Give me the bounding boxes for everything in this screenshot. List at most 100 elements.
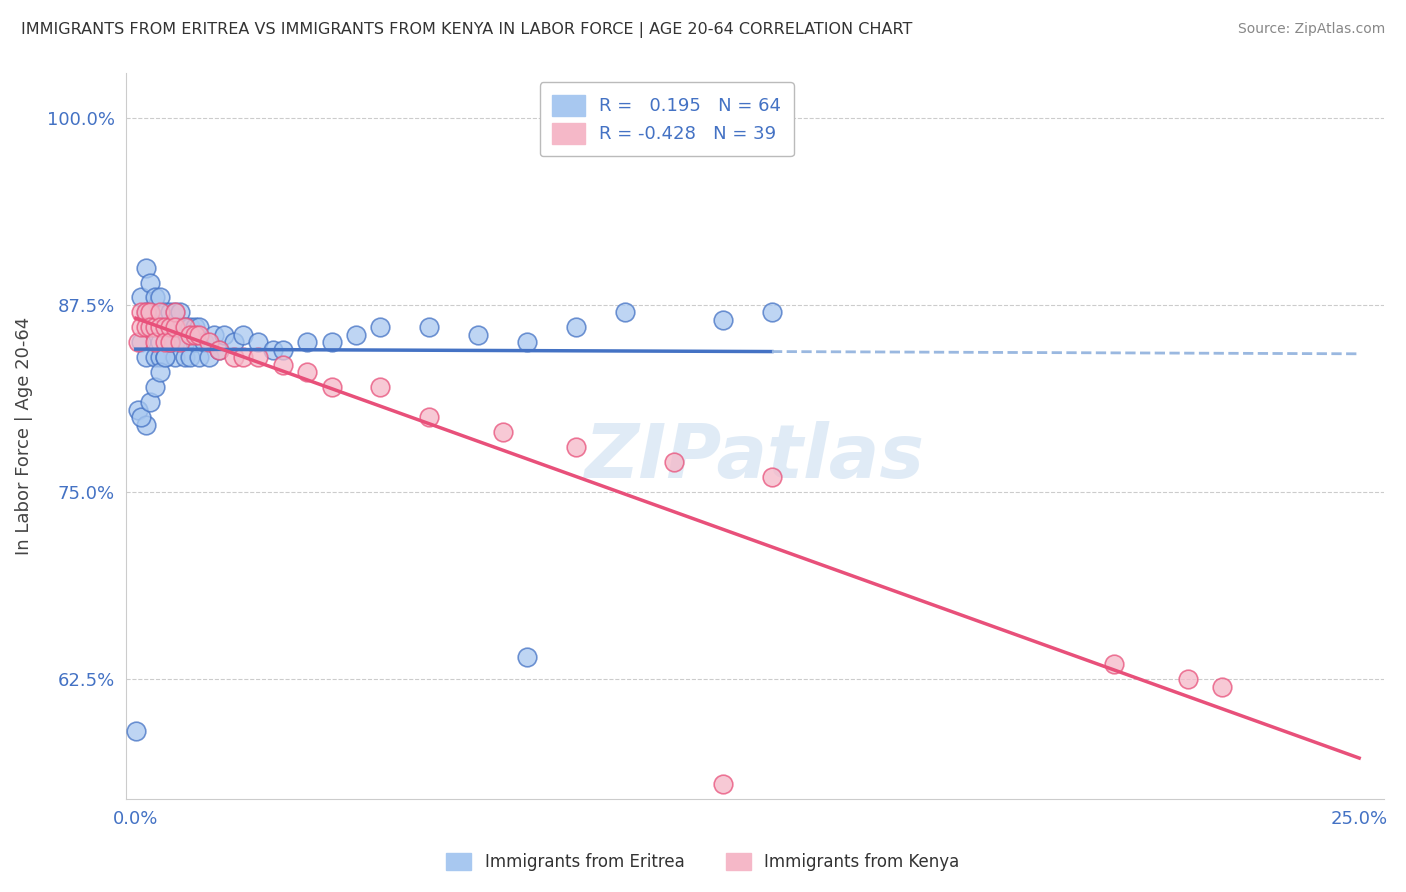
Point [125,724,148,739]
Point [198,335,221,350]
Point [163,305,186,319]
Point [135,417,157,432]
Text: IMMIGRANTS FROM ERITREA VS IMMIGRANTS FROM KENYA IN LABOR FORCE | AGE 20-64 CORR: IMMIGRANTS FROM ERITREA VS IMMIGRANTS FR… [21,22,912,38]
Text: Source: ZipAtlas.com: Source: ZipAtlas.com [1237,22,1385,37]
Legend: R =   0.195   N = 64, R = -0.428   N = 39: R = 0.195 N = 64, R = -0.428 N = 39 [540,82,794,156]
Point [159,320,181,334]
Point [183,327,205,342]
Point [139,276,162,290]
Point [173,335,195,350]
Point [153,351,176,365]
Point [565,440,588,454]
Point [149,335,172,350]
Point [159,335,181,350]
Point [139,305,162,319]
Point [153,320,176,334]
Point [149,365,172,379]
Point [179,320,201,334]
Point [153,320,176,334]
Point [129,335,152,350]
Legend: Immigrants from Eritrea, Immigrants from Kenya: Immigrants from Eritrea, Immigrants from… [439,845,967,880]
Text: ZIPatlas: ZIPatlas [585,421,925,494]
Point [467,327,489,342]
Point [129,305,152,319]
Point [149,290,172,304]
Point [247,335,270,350]
Point [198,351,221,365]
Point [212,327,235,342]
Point [1177,672,1199,686]
Point [761,305,783,319]
Point [153,351,176,365]
Point [149,351,172,365]
Point [159,335,181,350]
Point [418,410,440,425]
Point [163,305,186,319]
Point [163,320,186,334]
Point [418,320,440,334]
Point [129,410,152,425]
Point [169,320,191,334]
Point [173,320,195,334]
Point [188,320,211,334]
Point [135,351,157,365]
Point [149,305,172,319]
Point [143,335,166,350]
Point [188,327,211,342]
Point [344,327,367,342]
Point [159,335,181,350]
Point [129,320,152,334]
Point [193,335,215,350]
Point [1104,657,1126,672]
Point [761,470,783,484]
Point [202,327,225,342]
Point [183,335,205,350]
Point [139,320,162,334]
Point [232,327,254,342]
Point [143,380,166,394]
Point [169,305,191,319]
Point [179,327,201,342]
Point [139,305,162,319]
Point [159,305,181,319]
Point [370,380,392,394]
Point [295,365,318,379]
Point [208,343,231,357]
Point [149,320,172,334]
Point [169,335,191,350]
Point [173,320,195,334]
Point [321,335,343,350]
Point [163,351,186,365]
Point [565,320,588,334]
Point [129,290,152,304]
Point [153,335,176,350]
Point [143,320,166,334]
Point [711,313,734,327]
Point [135,305,157,319]
Point [143,320,166,334]
Point [153,305,176,319]
Point [179,351,201,365]
Point [159,320,181,334]
Point [492,425,515,439]
Point [271,358,294,372]
Point [163,335,186,350]
Point [614,305,637,319]
Point [247,351,270,365]
Point [173,351,195,365]
Y-axis label: In Labor Force | Age 20-64: In Labor Force | Age 20-64 [15,317,32,555]
Point [232,351,254,365]
Point [139,320,162,334]
Point [222,335,245,350]
Point [662,455,685,469]
Point [143,351,166,365]
Point [222,351,245,365]
Point [139,395,162,409]
Point [149,320,172,334]
Point [1211,680,1233,694]
Point [188,351,211,365]
Point [143,290,166,304]
Point [516,649,538,664]
Point [271,343,294,357]
Point [321,380,343,394]
